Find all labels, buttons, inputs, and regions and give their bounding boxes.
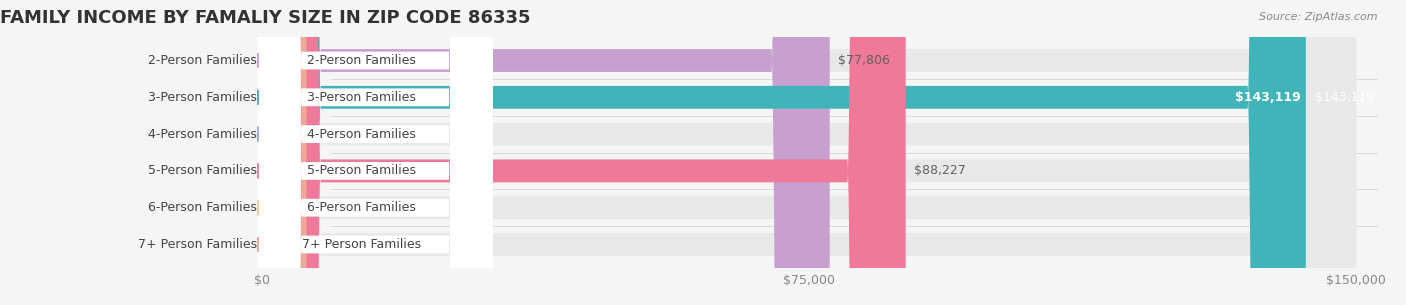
Text: 2-Person Families: 2-Person Families: [307, 54, 416, 67]
FancyBboxPatch shape: [257, 0, 494, 305]
Text: 2-Person Families: 2-Person Families: [148, 54, 257, 67]
FancyBboxPatch shape: [263, 0, 1355, 305]
Text: $143,119: $143,119: [1315, 91, 1374, 104]
FancyBboxPatch shape: [263, 0, 1306, 305]
Text: 5-Person Families: 5-Person Families: [307, 164, 416, 178]
FancyBboxPatch shape: [263, 0, 1355, 305]
Text: $0: $0: [315, 127, 330, 141]
FancyBboxPatch shape: [263, 0, 307, 305]
Text: 3-Person Families: 3-Person Families: [307, 91, 416, 104]
Text: FAMILY INCOME BY FAMALIY SIZE IN ZIP CODE 86335: FAMILY INCOME BY FAMALIY SIZE IN ZIP COD…: [0, 9, 530, 27]
FancyBboxPatch shape: [263, 0, 1355, 305]
Text: 7+ Person Families: 7+ Person Families: [138, 238, 257, 251]
Text: 5-Person Families: 5-Person Families: [148, 164, 257, 178]
FancyBboxPatch shape: [263, 0, 905, 305]
Text: $88,227: $88,227: [914, 164, 966, 178]
Text: $143,119: $143,119: [1234, 91, 1301, 104]
Text: $0: $0: [315, 201, 330, 214]
FancyBboxPatch shape: [257, 0, 494, 305]
Text: Source: ZipAtlas.com: Source: ZipAtlas.com: [1260, 12, 1378, 22]
FancyBboxPatch shape: [263, 0, 1355, 305]
FancyBboxPatch shape: [263, 0, 830, 305]
Text: 7+ Person Families: 7+ Person Families: [302, 238, 420, 251]
Text: 6-Person Families: 6-Person Families: [307, 201, 416, 214]
FancyBboxPatch shape: [257, 0, 494, 305]
Text: 3-Person Families: 3-Person Families: [148, 91, 257, 104]
Text: 4-Person Families: 4-Person Families: [307, 127, 416, 141]
Text: $77,806: $77,806: [838, 54, 890, 67]
FancyBboxPatch shape: [257, 0, 494, 305]
FancyBboxPatch shape: [263, 0, 1355, 305]
Text: 6-Person Families: 6-Person Families: [148, 201, 257, 214]
FancyBboxPatch shape: [257, 0, 494, 305]
FancyBboxPatch shape: [257, 0, 494, 305]
FancyBboxPatch shape: [263, 0, 307, 305]
Text: 4-Person Families: 4-Person Families: [148, 127, 257, 141]
FancyBboxPatch shape: [263, 0, 307, 305]
FancyBboxPatch shape: [263, 0, 1355, 305]
Text: $0: $0: [315, 238, 330, 251]
